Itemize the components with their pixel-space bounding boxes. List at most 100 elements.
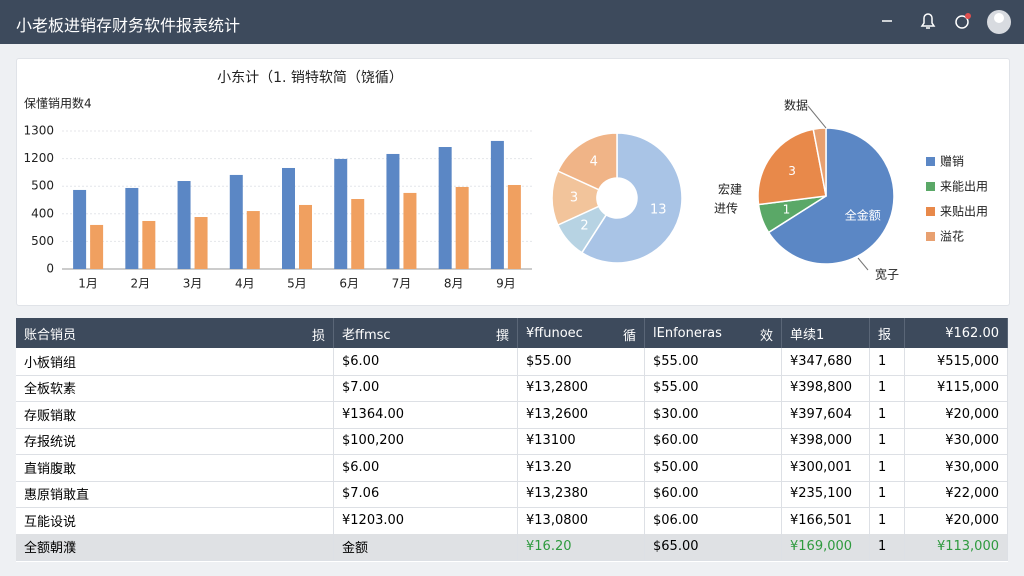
column-note: 损 bbox=[311, 329, 325, 344]
legend-label: 赠销 bbox=[940, 155, 964, 169]
app-title: 小老板进销存财务软件报表统计 bbox=[16, 16, 241, 35]
table-cell: lEnfoneras 效 bbox=[645, 318, 782, 348]
table-cell: ¥22,000 bbox=[905, 480, 1008, 507]
slice-label: 2 bbox=[580, 219, 588, 234]
table-cell: ¥13,2380 bbox=[518, 480, 645, 507]
table-cell: 直销腹敢 bbox=[16, 454, 334, 481]
table-cell: 老ffmsc 撰 bbox=[334, 318, 518, 348]
top-bar: 小老板进销存财务软件报表统计 bbox=[0, 0, 1024, 44]
bar bbox=[194, 217, 208, 269]
table-cell: 报 bbox=[870, 318, 905, 348]
table-cell: ¥30,000 bbox=[905, 427, 1008, 454]
table-cell: $60.00 bbox=[645, 480, 782, 507]
table-cell: ¥347,680 bbox=[782, 348, 870, 375]
leader-line bbox=[807, 105, 827, 129]
bar bbox=[490, 140, 504, 269]
table-cell: ¥166,501 bbox=[782, 507, 870, 534]
chart-title: 小东计（1. 销特软简（饶循） bbox=[217, 69, 403, 86]
table-cell: ¥13,2800 bbox=[518, 374, 645, 401]
table-cell: 1 bbox=[870, 348, 905, 375]
table-cell: 1 bbox=[870, 507, 905, 534]
bar bbox=[73, 189, 87, 269]
bell-icon[interactable] bbox=[920, 13, 936, 29]
x-tick-label: 4月 bbox=[235, 277, 255, 291]
table-cell: ¥398,800 bbox=[782, 374, 870, 401]
column-note: 撰 bbox=[495, 329, 509, 344]
legend-swatch bbox=[926, 182, 935, 191]
table-cell: ¥162.00 bbox=[905, 318, 1008, 348]
table-cell: 惠原销敢直 bbox=[16, 480, 334, 507]
table-cell: $6.00 bbox=[334, 348, 518, 375]
data-table: 账合销员损老ffmsc 撰 ¥ffunoec 循 lEnfoneras 效单续1 报 ¥162… bbox=[16, 318, 1008, 562]
table-cell: 互能设说 bbox=[16, 507, 334, 534]
table-cell: ¥13100 bbox=[518, 427, 645, 454]
donut-slice bbox=[580, 132, 683, 264]
table-cell: $6.00 bbox=[334, 454, 518, 481]
legend-swatch bbox=[926, 232, 935, 241]
table-cell: $60.00 bbox=[645, 427, 782, 454]
bar bbox=[403, 192, 417, 269]
y-tick-label: 0 bbox=[46, 262, 54, 276]
table-cell: $65.00 bbox=[645, 533, 782, 560]
avatar-head bbox=[994, 13, 1004, 23]
pie-annotation: 宽子 bbox=[875, 267, 899, 282]
x-tick-label: 9月 bbox=[496, 277, 516, 291]
table-cell: ¥20,000 bbox=[905, 507, 1008, 534]
table-row: 全板软素 $7.00 ¥13,2800 $55.00 ¥398,800 1 ¥115,000 bbox=[16, 374, 1008, 402]
column-note: 效 bbox=[759, 329, 773, 344]
bar bbox=[507, 184, 521, 269]
table-cell: ¥115,000 bbox=[905, 374, 1008, 401]
bar bbox=[142, 220, 156, 269]
table-cell: 存报统说 bbox=[16, 427, 334, 454]
table-cell: ¥397,604 bbox=[782, 401, 870, 428]
table-cell: $55.00 bbox=[645, 374, 782, 401]
table-row: 互能设说 ¥1203.00 ¥13,0800 $06.00 ¥166,501 1 ¥20,0… bbox=[16, 507, 1008, 535]
bar bbox=[455, 186, 469, 269]
badge bbox=[965, 13, 971, 19]
legend-label: 来贴出用 bbox=[940, 205, 988, 219]
settings-icon[interactable] bbox=[955, 15, 969, 29]
pie-annotation: 宏建 bbox=[718, 182, 742, 197]
table-cell: ¥30,000 bbox=[905, 454, 1008, 481]
table-cell: 小板销组 bbox=[16, 348, 334, 375]
y-tick-label: 500 bbox=[31, 234, 54, 248]
table-cell: $55.00 bbox=[518, 348, 645, 375]
table-cell: ¥169,000 bbox=[782, 533, 870, 560]
table-cell: $7.06 bbox=[334, 480, 518, 507]
table-cell: ¥113,000 bbox=[905, 533, 1008, 560]
table-cell: ¥1364.00 bbox=[334, 401, 518, 428]
bar bbox=[438, 147, 452, 269]
x-tick-label: 1月 bbox=[78, 277, 98, 291]
table-cell: 全额朝濮 bbox=[16, 533, 334, 560]
table-cell: $7.00 bbox=[334, 374, 518, 401]
table-cell: 单续1 bbox=[782, 318, 870, 348]
table-row: 惠原销敢直 $7.06 ¥13,2380 $60.00 ¥235,100 1 ¥22,000 bbox=[16, 480, 1008, 508]
bar bbox=[125, 187, 139, 269]
table-cell: ¥13,0800 bbox=[518, 507, 645, 534]
table-row: 直销腹敢 $6.00 ¥13.20 $50.00 ¥300,001 1 ¥30,000 bbox=[16, 454, 1008, 482]
table-cell: ¥13,2600 bbox=[518, 401, 645, 428]
slice-label: 13 bbox=[650, 203, 667, 218]
table-row: 存报统说 $100,200 ¥13100 $60.00 ¥398,000 1 ¥30,000 bbox=[16, 427, 1008, 455]
table-cell: 1 bbox=[870, 480, 905, 507]
y-tick-label: 1300 bbox=[23, 124, 54, 138]
table-cell: ¥13.20 bbox=[518, 454, 645, 481]
slice-label: 3 bbox=[788, 164, 796, 178]
slice-label: 4 bbox=[590, 154, 598, 169]
donut-slice bbox=[556, 132, 618, 191]
table-cell: 1 bbox=[870, 401, 905, 428]
table-cell: $30.00 bbox=[645, 401, 782, 428]
pie-slice bbox=[767, 127, 895, 265]
table-cell: 全板软素 bbox=[16, 374, 334, 401]
table-cell: ¥20,000 bbox=[905, 401, 1008, 428]
bar bbox=[299, 204, 312, 269]
table-cell: 金额 bbox=[334, 533, 518, 560]
table-cell: ¥515,000 bbox=[905, 348, 1008, 375]
table-cell: 存贩销敢 bbox=[16, 401, 334, 428]
toolbar-icons bbox=[882, 10, 1011, 34]
table-row: 存贩销敢 ¥1364.00 ¥13,2600 $30.00 ¥397,604 1 ¥20,0… bbox=[16, 401, 1008, 429]
x-tick-label: 5月 bbox=[287, 277, 307, 291]
legend-label: 溢花 bbox=[940, 229, 964, 244]
table-row: 全额朝濮 金额 ¥16.20 $65.00 ¥169,000 1 ¥113,000 bbox=[16, 533, 1008, 561]
